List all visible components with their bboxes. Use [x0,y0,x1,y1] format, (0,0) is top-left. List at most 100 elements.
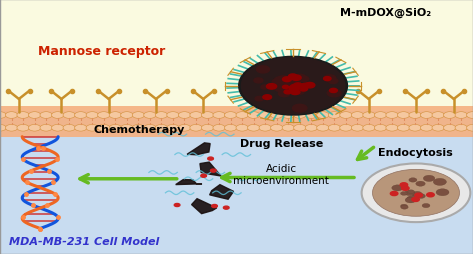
Circle shape [386,125,398,132]
Circle shape [432,125,444,132]
Circle shape [405,197,416,203]
Text: Drug Release: Drug Release [240,139,323,149]
Circle shape [327,90,341,97]
Circle shape [109,125,121,132]
Circle shape [132,125,145,132]
Circle shape [328,125,340,132]
Circle shape [174,204,180,207]
Circle shape [374,112,387,119]
Circle shape [109,112,121,119]
Circle shape [272,80,284,86]
Circle shape [5,125,18,132]
Circle shape [289,86,296,90]
Circle shape [63,125,75,132]
Circle shape [328,112,340,119]
Circle shape [17,112,29,119]
Circle shape [247,125,260,132]
Circle shape [420,125,433,132]
Circle shape [121,125,133,132]
Circle shape [328,79,338,84]
Circle shape [201,174,207,178]
Circle shape [363,112,375,119]
Circle shape [412,192,422,197]
Circle shape [167,125,179,132]
Circle shape [280,87,289,92]
Circle shape [28,112,41,119]
Circle shape [213,125,225,132]
Circle shape [86,112,99,119]
Circle shape [282,112,294,119]
Circle shape [289,87,298,91]
Circle shape [324,77,331,81]
Circle shape [259,125,271,132]
Circle shape [144,112,156,119]
Circle shape [284,90,292,94]
Circle shape [301,84,310,89]
Circle shape [256,67,270,74]
Circle shape [412,198,419,202]
Circle shape [291,85,300,90]
Circle shape [155,112,168,119]
Circle shape [274,84,289,92]
Circle shape [432,112,444,119]
Circle shape [305,112,318,119]
Circle shape [420,112,433,119]
Circle shape [271,125,283,132]
Circle shape [167,112,179,119]
Circle shape [409,178,417,182]
Text: Endocytosis: Endocytosis [378,147,453,157]
Circle shape [390,192,398,196]
Circle shape [212,205,218,208]
Circle shape [340,125,352,132]
Circle shape [291,76,301,81]
Circle shape [208,157,213,161]
Circle shape [178,125,191,132]
Bar [0,107,473,137]
Circle shape [417,194,425,199]
Circle shape [405,190,415,196]
Circle shape [5,112,18,119]
Circle shape [422,204,430,208]
Circle shape [409,112,421,119]
Circle shape [397,125,410,132]
Circle shape [295,90,304,95]
Polygon shape [187,143,210,155]
Circle shape [351,112,364,119]
Circle shape [291,87,300,91]
Circle shape [340,112,352,119]
Circle shape [266,84,277,90]
Circle shape [291,90,300,95]
Circle shape [74,112,87,119]
Polygon shape [176,180,202,185]
Circle shape [409,125,421,132]
Circle shape [466,112,474,119]
Circle shape [28,125,41,132]
Circle shape [423,176,435,182]
Circle shape [386,112,398,119]
Circle shape [305,83,315,89]
Circle shape [466,125,474,132]
Circle shape [254,79,263,84]
Circle shape [223,206,229,209]
Circle shape [210,169,216,172]
Text: Chemotherapy: Chemotherapy [94,125,185,135]
Circle shape [292,105,307,113]
Circle shape [201,125,214,132]
Circle shape [392,185,403,191]
Circle shape [279,82,290,88]
Circle shape [283,77,292,82]
Circle shape [52,125,64,132]
Circle shape [17,125,29,132]
Circle shape [284,85,299,93]
Circle shape [40,125,52,132]
Circle shape [201,112,214,119]
Circle shape [255,97,264,101]
Circle shape [236,125,248,132]
Circle shape [305,125,318,132]
Circle shape [374,125,387,132]
Circle shape [397,112,410,119]
Circle shape [299,77,309,82]
Polygon shape [210,185,234,199]
Circle shape [324,76,336,82]
Circle shape [259,112,271,119]
